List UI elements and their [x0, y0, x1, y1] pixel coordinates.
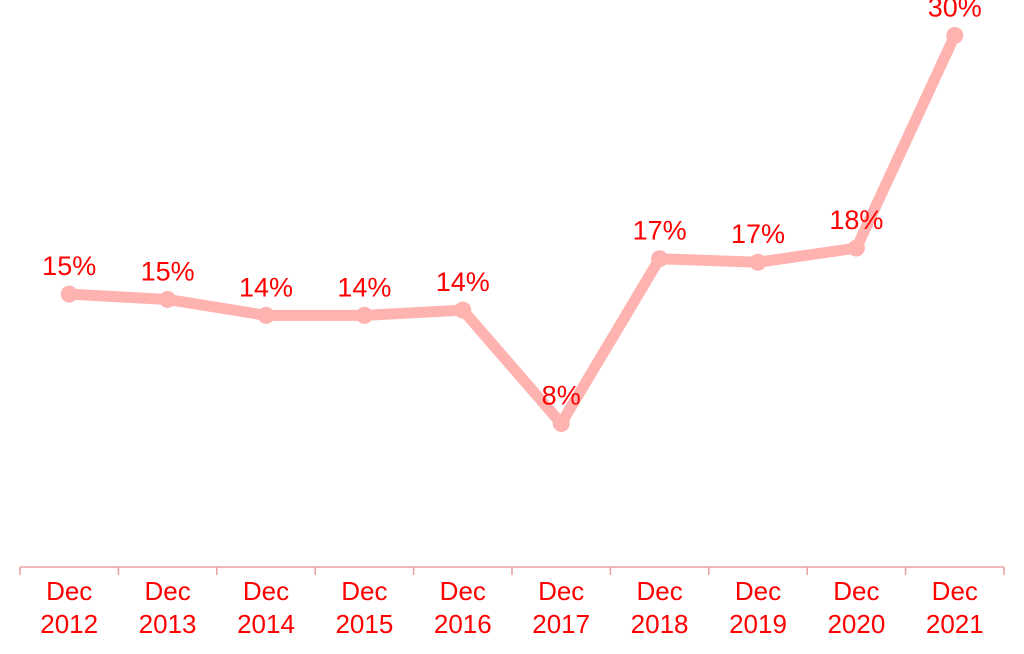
- data-label: 14%: [337, 272, 391, 302]
- data-label: 17%: [633, 216, 687, 246]
- data-label: 17%: [731, 219, 785, 249]
- x-tick-label: 2013: [139, 609, 197, 639]
- data-point: [749, 253, 767, 271]
- x-tick-label: 2021: [926, 609, 984, 639]
- x-tick-label: 2017: [532, 609, 590, 639]
- data-label: 15%: [141, 256, 195, 286]
- x-tick-label: Dec: [636, 576, 682, 606]
- data-label: 14%: [436, 267, 490, 297]
- data-point: [355, 306, 373, 324]
- data-label: 18%: [829, 205, 883, 235]
- data-label: 15%: [42, 251, 96, 281]
- data-label: 14%: [239, 272, 293, 302]
- x-tick-label: Dec: [833, 576, 879, 606]
- data-point: [60, 285, 78, 303]
- data-point: [257, 306, 275, 324]
- x-tick-label: Dec: [538, 576, 584, 606]
- data-point: [552, 414, 570, 432]
- x-tick-label: Dec: [243, 576, 289, 606]
- data-point: [651, 250, 669, 268]
- series-line: [63, 29, 961, 429]
- x-tick-label: 2014: [237, 609, 295, 639]
- data-point: [159, 290, 177, 308]
- x-tick-label: 2015: [335, 609, 393, 639]
- x-tick-label: Dec: [932, 576, 978, 606]
- x-tick-label: 2018: [631, 609, 689, 639]
- x-tick-label: Dec: [735, 576, 781, 606]
- data-point: [847, 239, 865, 257]
- data-label: 30%: [928, 0, 982, 22]
- x-tick-label: 2020: [827, 609, 885, 639]
- x-tick-label: Dec: [46, 576, 92, 606]
- x-tick-label: Dec: [341, 576, 387, 606]
- x-tick-label: 2016: [434, 609, 492, 639]
- x-tick-label: Dec: [440, 576, 486, 606]
- data-point: [454, 301, 472, 319]
- data-point: [946, 26, 964, 44]
- x-tick-label: 2012: [40, 609, 98, 639]
- data-label: 8%: [542, 380, 581, 410]
- x-tick-label: 2019: [729, 609, 787, 639]
- x-tick-label: Dec: [144, 576, 190, 606]
